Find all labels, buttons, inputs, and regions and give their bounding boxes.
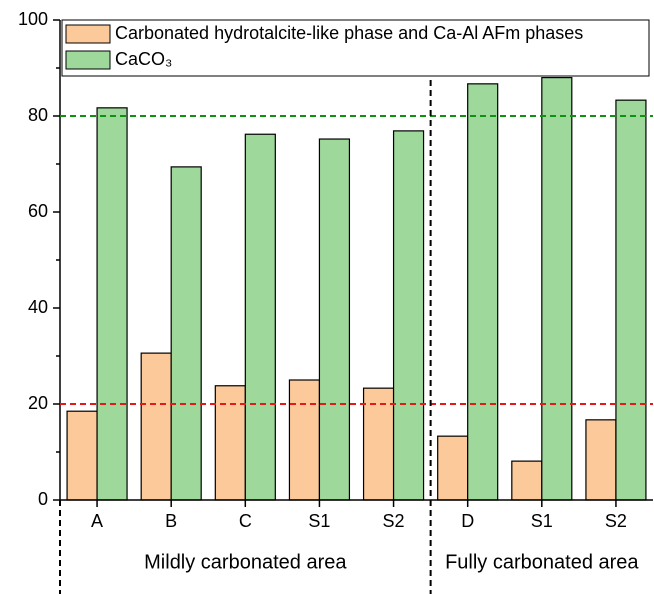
bar (541, 76, 573, 501)
bar (467, 83, 499, 501)
x-tick-label: S1 (308, 511, 330, 531)
group-label: Fully carbonated area (445, 551, 639, 573)
y-tick-label: 60 (28, 201, 48, 221)
y-tick-label: 80 (28, 105, 48, 125)
bar (362, 387, 395, 501)
bar (288, 379, 321, 501)
legend-swatch (65, 24, 111, 44)
group-label: Mildly carbonated area (144, 551, 347, 573)
bar (392, 130, 425, 501)
bar (244, 133, 276, 501)
legend-label: Carbonated hydrotalcite-like phase and C… (115, 23, 583, 43)
y-tick-label: 100 (18, 9, 48, 29)
bar (214, 385, 246, 501)
x-tick-label: B (165, 511, 177, 531)
bar (437, 435, 469, 501)
bar (170, 166, 202, 501)
y-tick-label: 40 (28, 297, 48, 317)
x-tick-label: S1 (531, 511, 553, 531)
y-tick-label: 20 (28, 393, 48, 413)
bar (511, 460, 543, 501)
x-tick-label: S2 (605, 511, 627, 531)
bar (615, 99, 647, 501)
legend-label: CaCO₃ (115, 49, 172, 69)
bar (585, 419, 617, 501)
bar (140, 352, 172, 501)
bar (96, 107, 128, 501)
x-tick-label: C (239, 511, 252, 531)
legend-swatch (65, 50, 111, 70)
x-tick-label: A (91, 511, 103, 531)
x-tick-label: S2 (383, 511, 405, 531)
legend-box (61, 19, 650, 77)
y-tick-label: 0 (38, 489, 48, 509)
bar (66, 410, 98, 501)
x-tick-label: D (461, 511, 474, 531)
bar (318, 138, 351, 501)
